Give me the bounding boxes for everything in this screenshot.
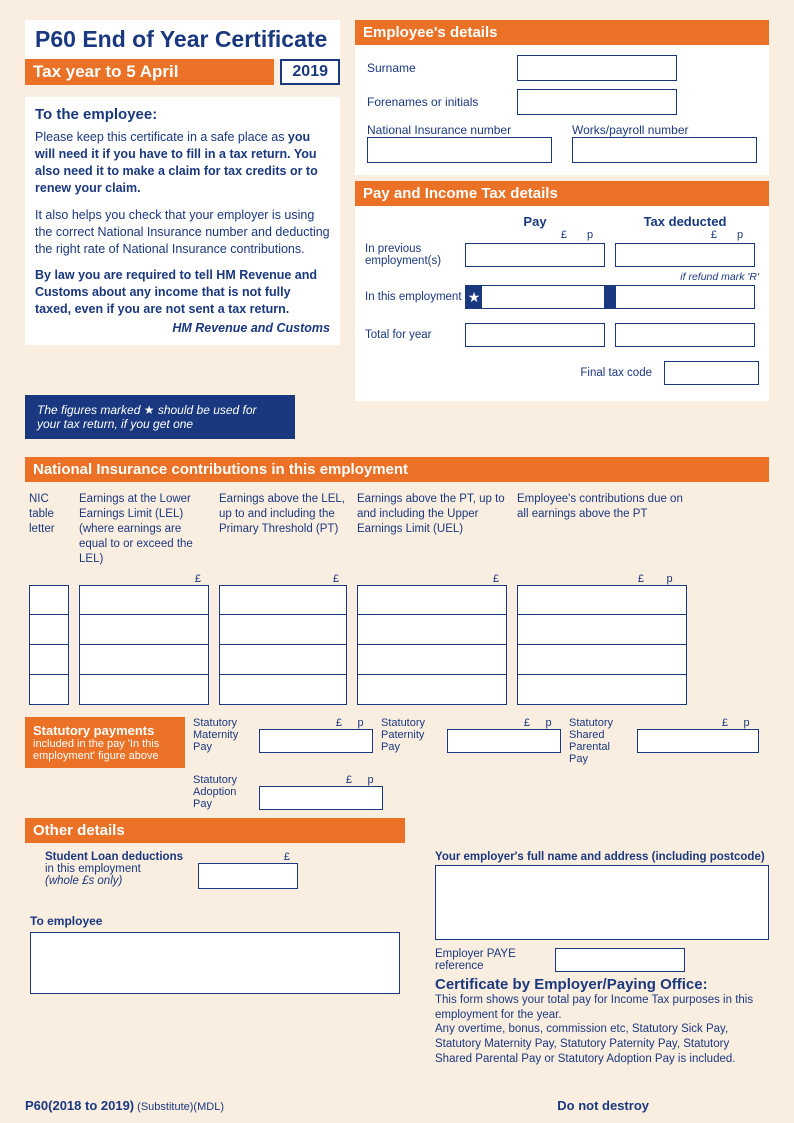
- ni-h5: Employee's contributions due on all earn…: [517, 492, 687, 567]
- final-code-label: Final tax code: [580, 367, 652, 379]
- pay-header: Pay: [465, 214, 605, 229]
- student-loan-input[interactable]: [198, 863, 298, 889]
- statutory-heading-box: Statutory payments included in the pay '…: [25, 717, 185, 768]
- notice-p2: It also helps you check that your employ…: [35, 207, 330, 258]
- notice-p3: By law you are required to tell HM Reven…: [35, 267, 330, 318]
- forenames-input[interactable]: [517, 89, 677, 115]
- ni-header: National Insurance contributions in this…: [25, 457, 769, 482]
- student-loan-label: Student Loan deductions: [45, 851, 183, 863]
- pay-tax-box: Pay Tax deducted £p £p In previous emplo…: [355, 206, 769, 401]
- surname-input[interactable]: [517, 55, 677, 81]
- figures-note: The figures marked ★ should be used for …: [25, 395, 295, 439]
- ni-h1: NIC table letter: [29, 492, 69, 567]
- adoption-label: Statutory Adoption Pay: [193, 774, 253, 810]
- paternity-input[interactable]: [447, 729, 561, 753]
- maternity-label: Statutory Maternity Pay: [193, 717, 253, 753]
- cert-body: This form shows your total pay for Incom…: [435, 993, 769, 1068]
- this-tax-input[interactable]: [615, 285, 755, 309]
- employer-addr-input[interactable]: [435, 865, 769, 940]
- ni-h2: Earnings at the Lower Earnings Limit (LE…: [79, 492, 209, 567]
- employer-addr-label: Your employer's full name and address (i…: [435, 851, 769, 863]
- tax-year-box: 2019: [280, 59, 340, 85]
- parental-input[interactable]: [637, 729, 759, 753]
- employee-details-box: Surname Forenames or initials National I…: [355, 45, 769, 175]
- prev-pay-input[interactable]: [465, 243, 605, 267]
- statutory-sub: included in the pay 'In this employment'…: [33, 738, 159, 762]
- ni-box: NIC table letter Earnings at the Lower E…: [25, 482, 769, 705]
- notice-heading: To the employee:: [35, 105, 330, 125]
- p60-form: P60 End of Year Certificate Tax year to …: [0, 0, 794, 1123]
- to-employee-label: To employee: [30, 914, 405, 928]
- parental-label: Statutory Shared Parental Pay: [569, 717, 631, 765]
- tax-year-label: Tax year to 5 April: [33, 62, 179, 81]
- footer: P60(2018 to 2019) (Substitute)(MDL) Do n…: [25, 1098, 769, 1113]
- paye-ref-input[interactable]: [555, 948, 685, 972]
- ni-cell[interactable]: [29, 585, 69, 615]
- ni-h4: Earnings above the PT, up to and includi…: [357, 492, 507, 567]
- employee-notice: To the employee: Please keep this certif…: [25, 97, 340, 345]
- ni-number-input[interactable]: [367, 137, 552, 163]
- paternity-label: Statutory Paternity Pay: [381, 717, 441, 753]
- final-code-input[interactable]: [664, 361, 759, 385]
- maternity-input[interactable]: [259, 729, 373, 753]
- forenames-label: Forenames or initials: [367, 95, 517, 109]
- ni-h3: Earnings above the LEL, up to and includ…: [219, 492, 347, 567]
- ni-number-label: National Insurance number: [367, 123, 552, 137]
- to-employee-input[interactable]: [30, 932, 400, 994]
- pay-tax-header: Pay and Income Tax details: [355, 181, 769, 206]
- paye-ref-label: Employer PAYE reference: [435, 948, 545, 972]
- surname-label: Surname: [367, 61, 517, 75]
- payroll-input[interactable]: [572, 137, 757, 163]
- total-pay-input[interactable]: [465, 323, 605, 347]
- employee-details-header: Employee's details: [355, 20, 769, 45]
- payroll-label: Works/payroll number: [572, 123, 757, 137]
- ni-grid: [29, 585, 765, 705]
- in-prev-label: In previous employment(s): [365, 243, 465, 267]
- total-tax-input[interactable]: [615, 323, 755, 347]
- prev-tax-input[interactable]: [615, 243, 755, 267]
- notice-signoff: HM Revenue and Customs: [35, 320, 330, 337]
- adoption-input[interactable]: [259, 786, 383, 810]
- in-this-label: In this employment: [365, 291, 465, 303]
- cert-heading: Certificate by Employer/Paying Office:: [435, 976, 769, 993]
- this-pay-input[interactable]: ★: [465, 285, 605, 309]
- notice-p1: Please keep this certificate in a safe p…: [35, 129, 330, 197]
- tax-deducted-header: Tax deducted: [615, 214, 755, 229]
- refund-note: if refund mark 'R': [365, 271, 759, 283]
- page-title: P60 End of Year Certificate: [25, 20, 340, 59]
- total-label: Total for year: [365, 329, 465, 341]
- statutory-heading: Statutory payments: [33, 723, 154, 738]
- star-icon: ★: [466, 286, 482, 308]
- tax-year-bar: Tax year to 5 April: [25, 59, 274, 85]
- other-details-header: Other details: [25, 818, 405, 843]
